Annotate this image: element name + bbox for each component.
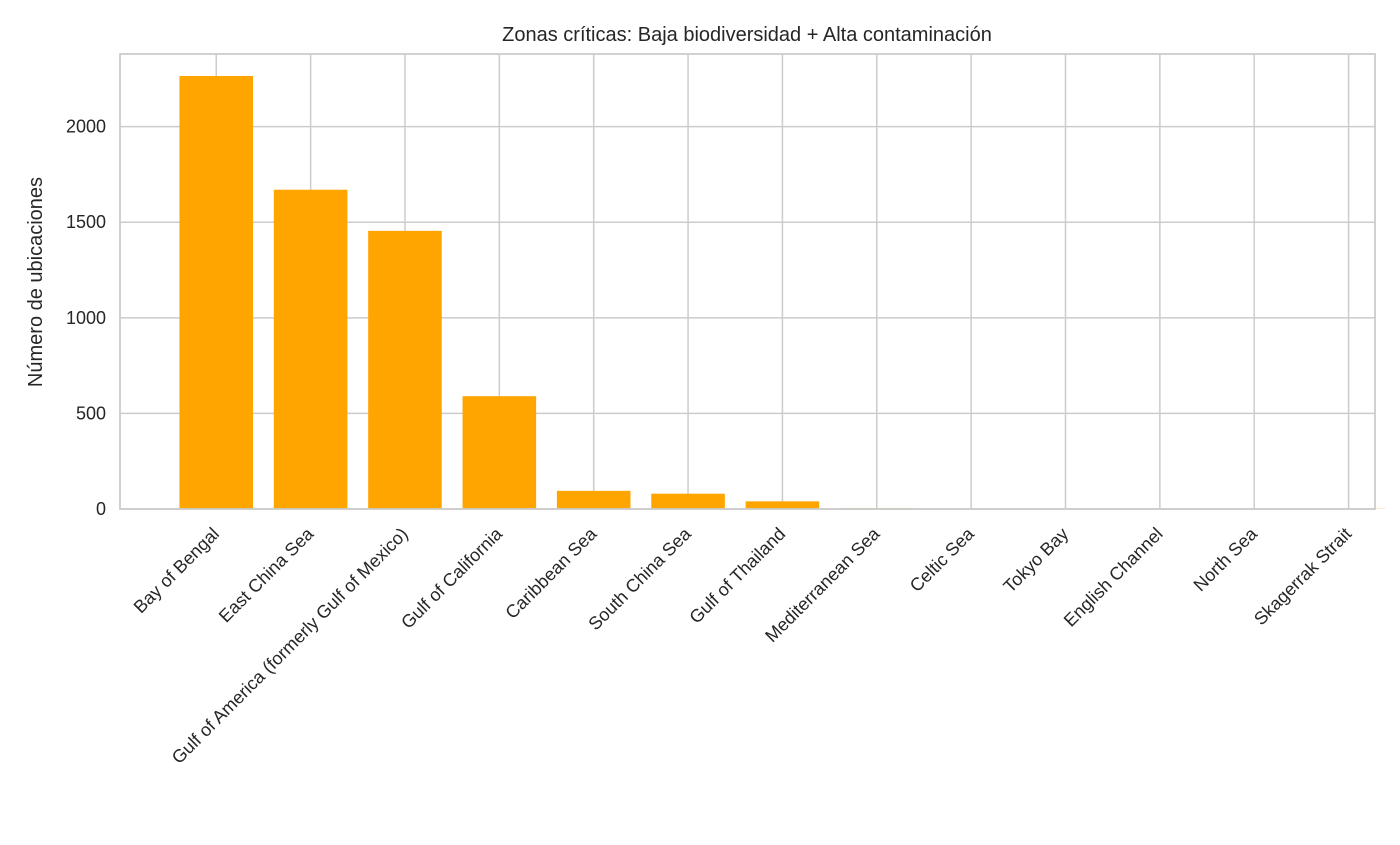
bar bbox=[746, 501, 820, 509]
bar bbox=[557, 491, 631, 509]
x-tick-label: South China Sea bbox=[584, 523, 695, 634]
bar bbox=[179, 76, 253, 509]
bar bbox=[368, 231, 442, 509]
x-tick-label: Skagerrak Strait bbox=[1250, 524, 1355, 629]
x-tick-label: English Channel bbox=[1060, 524, 1167, 631]
chart-title: Zonas críticas: Baja biodiversidad + Alt… bbox=[502, 24, 992, 46]
x-tick-label: North Sea bbox=[1190, 523, 1262, 595]
x-tick-label: Bay of Bengal bbox=[130, 524, 223, 617]
bar bbox=[274, 190, 348, 509]
y-tick-label: 1000 bbox=[66, 308, 106, 328]
x-tick-label: Gulf of Thailand bbox=[685, 524, 789, 628]
x-tick-label: Gulf of California bbox=[397, 523, 507, 633]
y-tick-label: 2000 bbox=[66, 117, 106, 137]
y-tick-label: 0 bbox=[96, 499, 106, 519]
bar bbox=[651, 494, 725, 509]
x-tick-label: East China Sea bbox=[215, 523, 318, 626]
y-tick-labels: 0 500 1000 1500 2000 bbox=[66, 117, 106, 519]
x-tick-label: Caribbean Sea bbox=[501, 523, 601, 623]
x-tick-label: Celtic Sea bbox=[906, 523, 979, 596]
y-axis-label: Número de ubicaciones bbox=[25, 177, 47, 387]
bar bbox=[463, 396, 537, 509]
x-tick-label: Tokyo Bay bbox=[999, 524, 1072, 597]
y-tick-label: 500 bbox=[76, 403, 106, 423]
y-tick-label: 1500 bbox=[66, 212, 106, 232]
